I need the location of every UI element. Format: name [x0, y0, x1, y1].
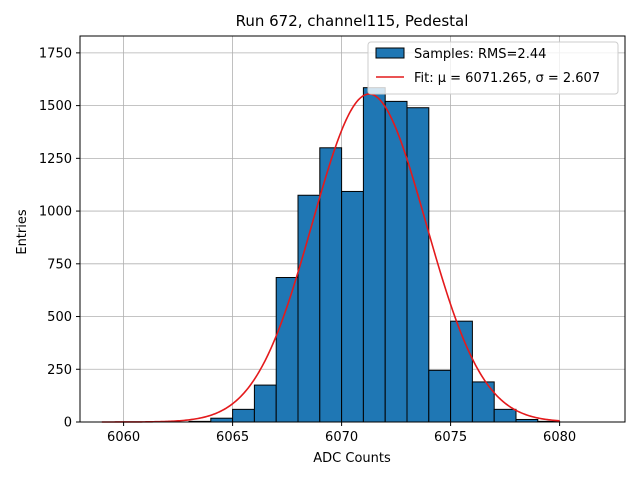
axes-frame	[79, 35, 626, 423]
histogram-bar	[493, 408, 517, 423]
legend-swatch-samples	[375, 47, 405, 59]
histogram-bar	[253, 384, 277, 423]
y-tick-label: 1500	[39, 99, 72, 114]
legend-label-fit: Fit: μ = 6071.265, σ = 2.607	[414, 71, 600, 86]
histogram-bar	[406, 107, 430, 423]
y-tick-label: 0	[64, 416, 72, 431]
fit-curve-layer	[101, 93, 560, 423]
legend-frame	[367, 41, 619, 95]
plot-frame	[79, 35, 626, 423]
chart-title: Run 672, channel115, Pedestal	[236, 12, 469, 30]
histogram-bar	[275, 277, 299, 423]
y-tick-label: 500	[47, 310, 72, 325]
x-tick-label: 6065	[216, 430, 249, 445]
histogram-bar	[232, 408, 255, 423]
histogram-bar	[297, 194, 321, 423]
legend-label-samples: Samples: RMS=2.44	[414, 47, 546, 62]
tick-labels: 6060 6065 6070 6075 6080 0 250 500 750 1000 1250 15…	[39, 46, 576, 445]
x-tick-label: 6070	[325, 430, 358, 445]
x-tick-label: 6060	[107, 430, 140, 445]
histogram-bar	[362, 87, 386, 423]
y-axis-label: Entries	[15, 209, 30, 255]
y-tick-label: 250	[47, 363, 72, 378]
x-axis-label: ADC Counts	[313, 451, 391, 466]
y-tick-label: 1000	[39, 205, 72, 220]
histogram-bar	[341, 190, 364, 423]
y-tick-label: 1750	[39, 46, 72, 61]
x-tick-label: 6080	[543, 430, 576, 445]
y-tick-label: 1250	[39, 152, 72, 167]
histogram-bar	[428, 369, 452, 423]
histogram-bars	[188, 87, 561, 423]
histogram-bar	[319, 147, 343, 423]
x-tick-label: 6075	[434, 430, 467, 445]
y-tick-label: 750	[47, 257, 72, 272]
fit-curve	[101, 93, 560, 423]
histogram-bar	[210, 417, 234, 423]
legend: Samples: RMS=2.44 Fit: μ = 6071.265, σ =…	[367, 41, 619, 95]
